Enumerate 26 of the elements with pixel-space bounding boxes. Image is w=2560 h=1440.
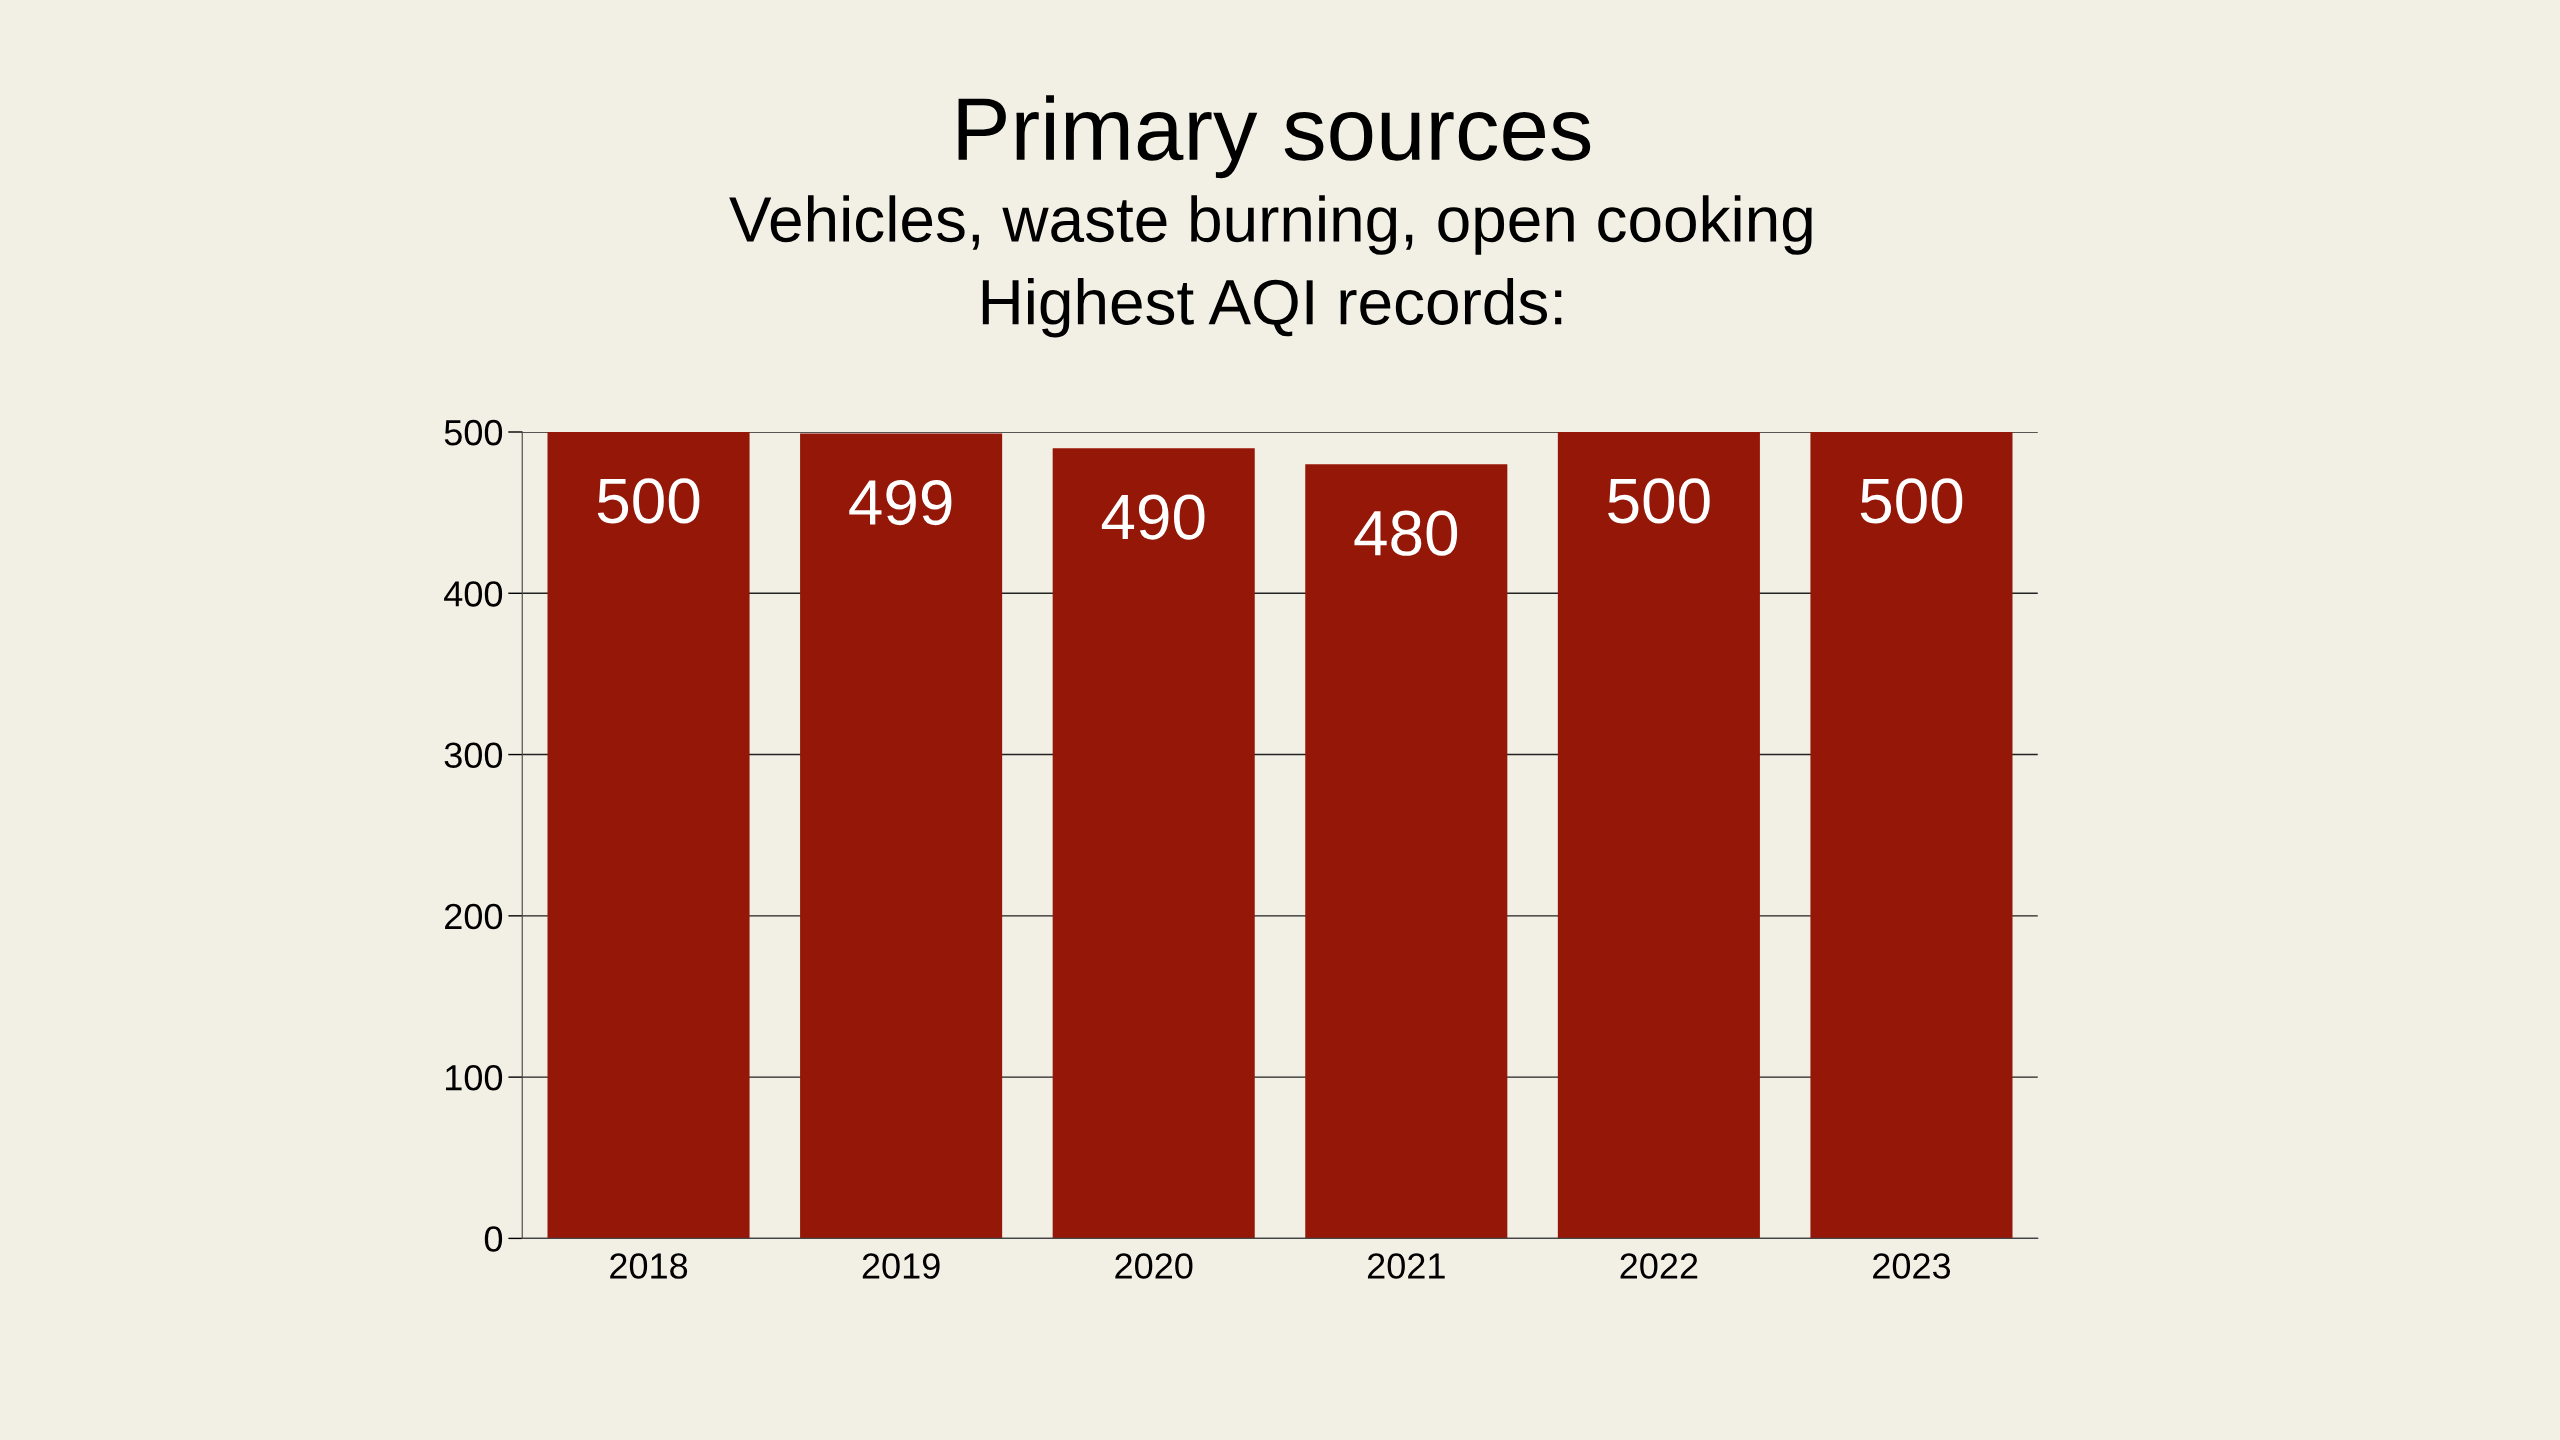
y-tick-label: 200 xyxy=(445,903,503,930)
y-tick-label: 0 xyxy=(484,1226,503,1252)
data-label: 490 xyxy=(1101,494,1205,540)
data-label: 500 xyxy=(597,478,700,524)
bar xyxy=(547,432,750,1239)
bar xyxy=(1052,448,1255,1239)
y-tick-label: 400 xyxy=(444,581,503,607)
bar xyxy=(1810,432,2013,1239)
data-label: 500 xyxy=(1860,478,1963,524)
x-tick-label: 2018 xyxy=(610,1253,688,1279)
data-label: 500 xyxy=(1608,478,1710,524)
bar xyxy=(1305,464,1508,1239)
x-tick-label: 2019 xyxy=(862,1253,940,1279)
x-tick-label: 2021 xyxy=(1367,1253,1445,1279)
y-tick-label: 500 xyxy=(444,419,503,446)
x-tick-label: 2023 xyxy=(1873,1253,1951,1279)
x-tick-label: 2020 xyxy=(1115,1253,1193,1279)
chart-title: Primary sources xyxy=(958,95,1591,179)
x-tick-label: 2022 xyxy=(1620,1253,1698,1279)
data-label: 499 xyxy=(849,479,952,526)
bar xyxy=(800,433,1003,1239)
y-tick-label: 100 xyxy=(446,1064,503,1091)
chart-subtitle: Vehicles, waste burning, open cooking Highest AQI records: xyxy=(729,195,1812,338)
y-tick-label: 300 xyxy=(444,742,503,768)
bar xyxy=(1557,432,1760,1239)
data-label: 480 xyxy=(1354,510,1458,556)
